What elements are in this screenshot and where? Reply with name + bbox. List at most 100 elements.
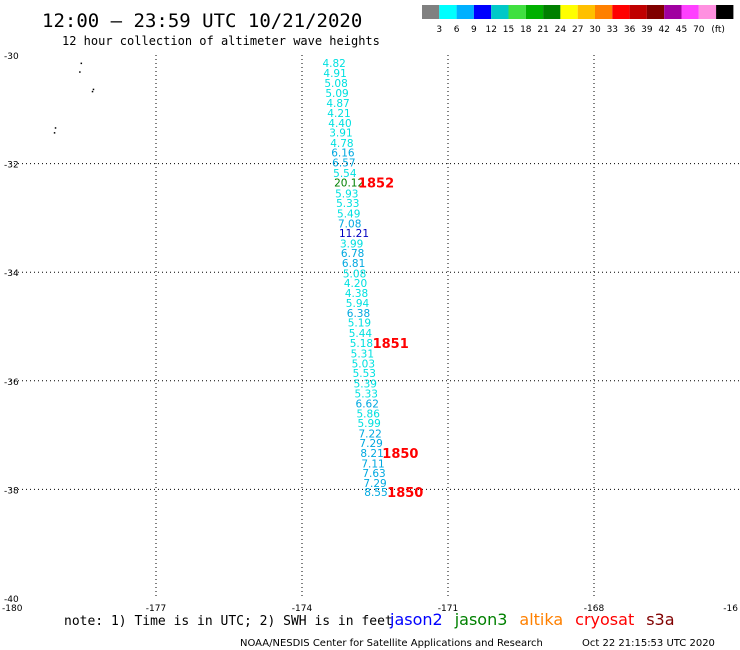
wave-height-label: 5.53 xyxy=(353,368,376,380)
scale-swatch xyxy=(577,5,595,19)
y-tick-label: -30 xyxy=(4,52,19,62)
wave-height-label: 6.57 xyxy=(332,158,355,170)
scale-label: 70 xyxy=(693,25,705,35)
pass-time-label: 1850 xyxy=(382,447,418,462)
scale-swatch xyxy=(664,5,682,19)
wave-height-label: 4.87 xyxy=(326,98,349,110)
satellite-altika: altika xyxy=(519,610,563,629)
scale-label: 9 xyxy=(471,25,477,35)
x-tick-label: -16 xyxy=(723,604,738,614)
wave-height-label: 7.29 xyxy=(359,438,382,450)
y-tick-label: -34 xyxy=(4,269,19,279)
wave-height-label: 5.99 xyxy=(357,418,380,430)
scale-label: 39 xyxy=(641,25,653,35)
scale-label: 24 xyxy=(555,25,567,35)
y-tick-label: -40 xyxy=(4,595,19,605)
wave-height-label: 4.21 xyxy=(327,108,350,120)
scale-swatch xyxy=(508,5,526,19)
x-tick-label: -168 xyxy=(584,604,605,614)
satellite-s3a: s3a xyxy=(646,610,674,629)
wave-height-label: 7.22 xyxy=(358,428,381,440)
footer-timestamp: Oct 22 21:15:53 UTC 2020 xyxy=(582,638,715,649)
y-tick-label: -38 xyxy=(4,486,19,496)
land-dot xyxy=(92,88,95,91)
page-subtitle: 12 hour collection of altimeter wave hei… xyxy=(62,34,380,48)
wave-height-label: 5.19 xyxy=(348,318,371,330)
wave-height-label: 20.12 xyxy=(334,178,364,190)
satellite-cryosat: cryosat xyxy=(575,610,634,629)
x-tick-label: -174 xyxy=(292,604,313,614)
scale-swatch xyxy=(439,5,457,19)
wave-height-label: 4.40 xyxy=(328,118,351,130)
wave-height-label: 5.44 xyxy=(349,328,373,340)
scale-swatch xyxy=(543,5,561,19)
scale-label: 12 xyxy=(485,25,496,35)
footer-credit: NOAA/NESDIS Center for Satellite Applica… xyxy=(240,638,543,649)
wave-height-label: 8.21 xyxy=(360,448,383,460)
wave-height-label: 6.62 xyxy=(356,399,379,411)
wave-height-label: 11.21 xyxy=(339,228,369,240)
land-dot xyxy=(53,132,56,134)
x-tick-label: -180 xyxy=(2,604,23,614)
scale-swatch xyxy=(612,5,630,19)
scale-swatch xyxy=(698,5,717,19)
y-tick-label: -36 xyxy=(4,378,19,388)
wave-height-label: 5.08 xyxy=(324,78,347,90)
scale-label: 18 xyxy=(520,25,532,35)
wave-height-label: 5.31 xyxy=(351,349,374,361)
wave-height-points: 4.824.915.085.094.874.214.403.914.786.16… xyxy=(322,58,387,499)
satellite-legend: jason2 jason3 altika cryosat s3a xyxy=(389,610,675,629)
scale-label: 6 xyxy=(454,25,460,35)
scale-swatch xyxy=(681,5,699,19)
wave-height-label: 6.38 xyxy=(347,308,370,320)
scale-swatch xyxy=(473,5,492,19)
color-scale: 3 6 9 12 15 18 21 24 27 30 33 36 39 42 45 70 (ft) xyxy=(422,5,734,35)
scale-label: 27 xyxy=(572,25,583,35)
wave-height-label: 5.49 xyxy=(337,209,360,221)
wave-height-label: 5.18 xyxy=(350,338,373,350)
scale-label: 3 xyxy=(436,25,442,35)
scale-swatch xyxy=(422,5,440,19)
wave-height-label: 5.09 xyxy=(325,88,348,100)
footer-note: note: 1) Time is in UTC; 2) SWH is in fe… xyxy=(64,614,393,629)
scale-label: 30 xyxy=(589,25,601,35)
wave-height-label: 7.08 xyxy=(338,218,361,230)
wave-height-label: 7.11 xyxy=(361,458,384,470)
pass-time-label: 1852 xyxy=(358,177,394,192)
scale-label: 21 xyxy=(537,25,548,35)
wave-height-label: 4.82 xyxy=(322,58,345,70)
satellite-jason3: jason3 xyxy=(454,610,508,629)
wave-height-label: 5.03 xyxy=(352,358,375,370)
wave-height-label: 3.91 xyxy=(329,128,352,140)
scale-swatch xyxy=(456,5,474,19)
axis-ticks: -30 -32 -34 -36 -38 -40-180 -177 -174 -171 -168 -1… xyxy=(2,52,738,614)
wave-height-label: 6.81 xyxy=(342,258,365,270)
scale-swatch xyxy=(646,5,665,19)
scale-label: 33 xyxy=(607,25,618,35)
wave-height-label: 5.86 xyxy=(357,408,381,420)
wave-height-label: 7.63 xyxy=(362,468,385,480)
y-tick-label: -32 xyxy=(4,161,19,171)
scale-swatch xyxy=(716,5,734,19)
wave-height-label: 6.78 xyxy=(341,248,364,260)
wave-height-label: 5.33 xyxy=(336,198,359,210)
page-title: 12:00 — 23:59 UTC 10/21/2020 xyxy=(42,10,362,32)
land-dots xyxy=(53,62,95,134)
wave-height-label: 4.38 xyxy=(345,288,368,300)
satellite-jason2: jason2 xyxy=(389,610,443,629)
scale-label: 45 xyxy=(676,25,687,35)
land-dot xyxy=(91,90,94,93)
land-dot xyxy=(80,62,83,65)
wave-height-label: 4.91 xyxy=(323,68,346,80)
scale-unit: (ft) xyxy=(711,25,725,35)
wave-height-label: 4.20 xyxy=(344,278,367,290)
wave-height-label: 7.29 xyxy=(363,478,386,490)
scale-label: 42 xyxy=(658,25,669,35)
scale-label: 15 xyxy=(503,25,514,35)
wave-height-label: 3.99 xyxy=(340,238,363,250)
land-dot xyxy=(79,71,81,73)
wave-height-label: 8.55 xyxy=(364,487,387,499)
scale-swatch xyxy=(595,5,613,19)
scale-swatch xyxy=(525,5,544,19)
